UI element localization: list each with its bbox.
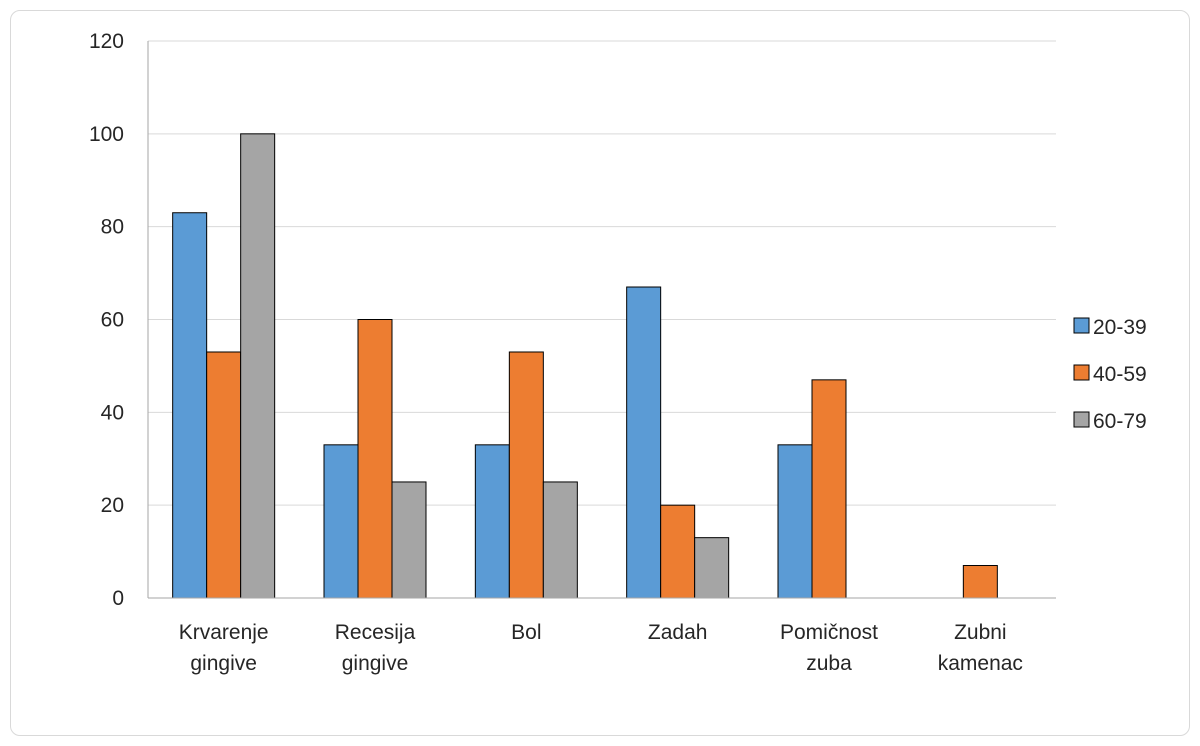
x-category-label: Zubni kamenac	[938, 621, 1023, 675]
x-category-label-line: zuba	[806, 652, 852, 675]
bar-40-59	[508, 351, 544, 599]
y-tick-label: 40	[101, 401, 124, 424]
legend-label: 40-59	[1093, 363, 1147, 386]
bar-40-59	[660, 504, 696, 599]
legend-label: 60-79	[1093, 410, 1147, 433]
bar-40-59	[357, 319, 393, 599]
bar-20-39	[777, 444, 813, 599]
bar-20-39	[323, 444, 359, 599]
x-category-label: Pomičnost zuba	[780, 621, 878, 675]
y-tick-label: 100	[89, 123, 124, 146]
x-category-label: Zadah	[648, 621, 708, 644]
bar-60-79	[542, 481, 578, 599]
legend-label: 20-39	[1093, 316, 1147, 339]
bars	[172, 133, 998, 599]
y-tick-label: 120	[89, 30, 124, 53]
legend-swatch	[1073, 364, 1090, 381]
x-category-label-line: gingive	[190, 652, 257, 675]
x-category-label-line: gingive	[342, 652, 409, 675]
bar-20-39	[172, 212, 208, 599]
axes	[147, 41, 1056, 599]
bar-20-39	[626, 286, 662, 599]
x-category-label-line: Bol	[511, 621, 541, 644]
y-axis-ticks: 0 20 40 60 80 100 120	[89, 30, 124, 610]
x-category-label-line: Zubni	[954, 621, 1007, 644]
bar-60-79	[694, 537, 730, 599]
y-tick-label: 60	[101, 309, 124, 332]
legend-swatch	[1073, 411, 1090, 428]
bar-40-59	[206, 351, 242, 599]
x-category-label: Krvarenje gingive	[179, 621, 269, 675]
x-category-label-line: Pomičnost	[780, 621, 878, 644]
bar-60-79	[240, 133, 276, 599]
x-axis-labels: Krvarenje gingive Recesija gingive Bol Zadah P…	[179, 621, 1023, 675]
bar-40-59	[811, 379, 847, 599]
x-category-label: Bol	[511, 621, 541, 644]
y-tick-label: 20	[101, 494, 124, 517]
x-category-label-line: Recesija	[335, 621, 416, 644]
x-category-label: Recesija gingive	[335, 621, 416, 675]
x-category-label-line: Zadah	[648, 621, 708, 644]
x-category-label-line: Krvarenje	[179, 621, 269, 644]
x-category-label-line: kamenac	[938, 652, 1023, 675]
y-tick-label: 0	[112, 587, 124, 610]
bar-40-59	[962, 565, 998, 599]
legend: 20-39 40-59 60-79	[1073, 316, 1147, 433]
y-tick-label: 80	[101, 216, 124, 239]
legend-swatch	[1073, 317, 1090, 334]
gridlines	[148, 40, 1056, 506]
bar-60-79	[391, 481, 427, 599]
bar-20-39	[474, 444, 510, 599]
